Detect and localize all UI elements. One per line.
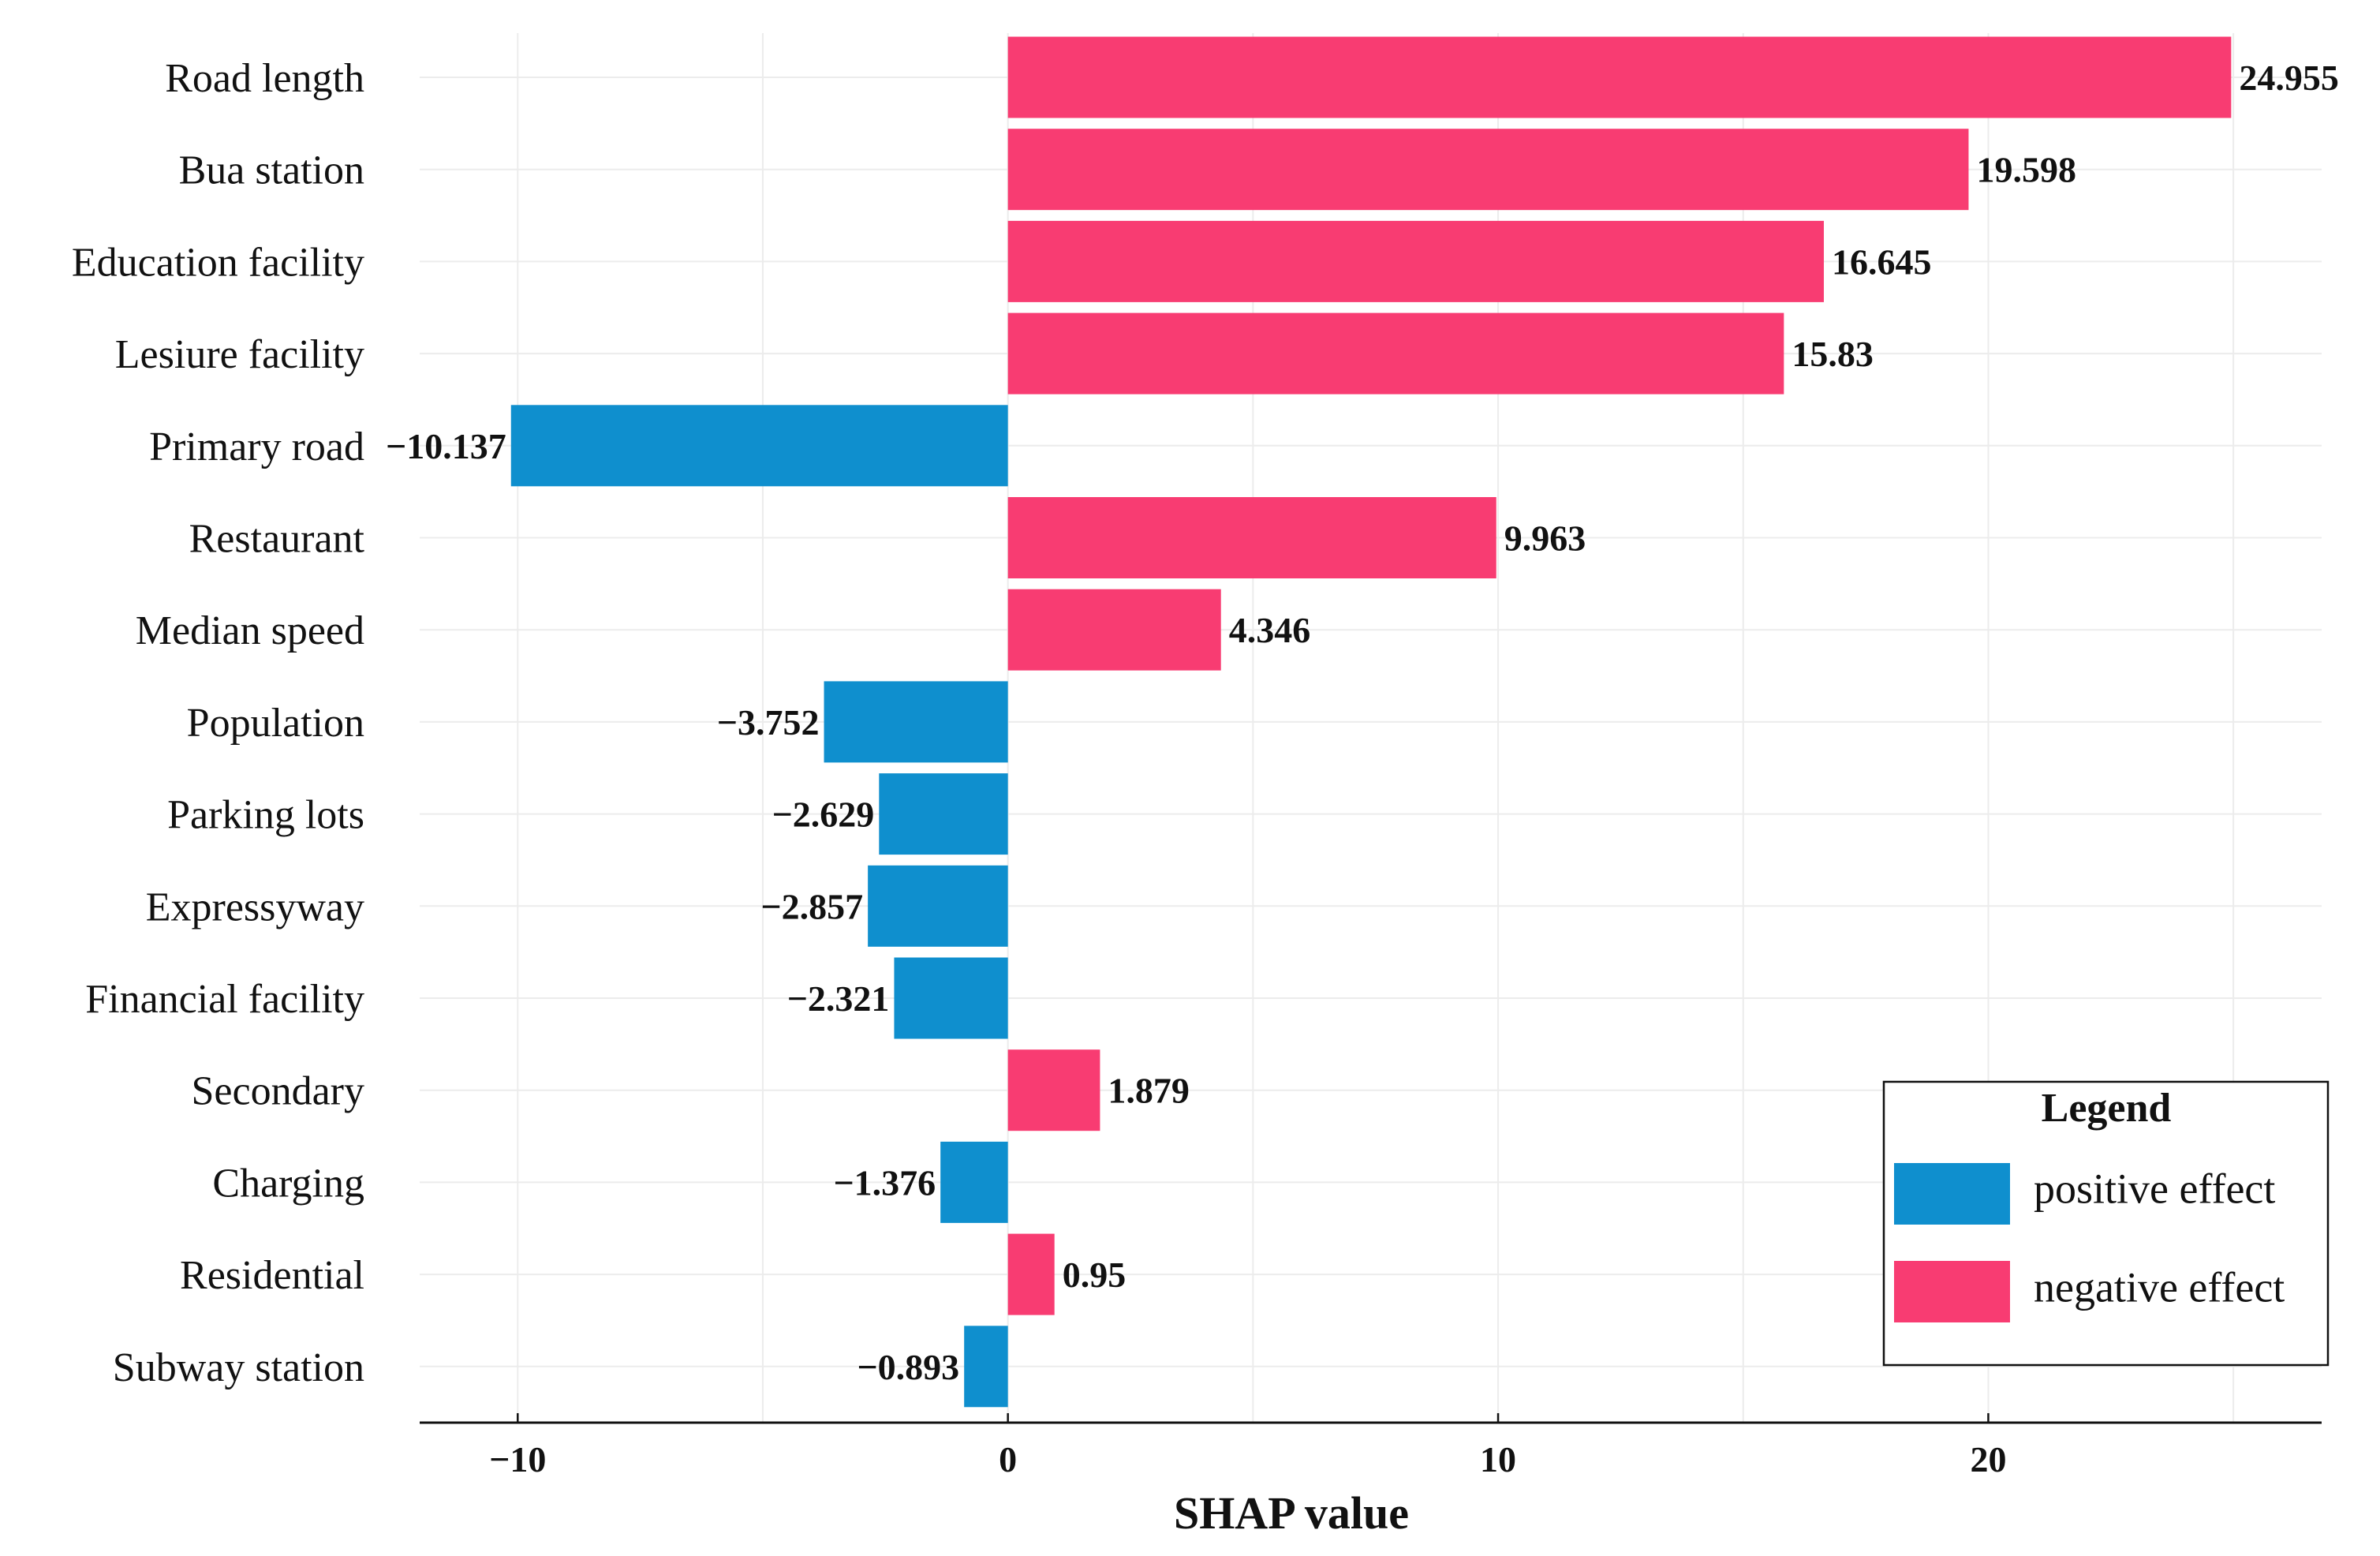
bar-layer: 24.955 19.598 16.645 15.83 −10.137 9.963 4.346… bbox=[386, 36, 2339, 1408]
x-axis-title: SHAP value bbox=[1174, 1487, 1409, 1539]
bar-13 bbox=[1007, 1233, 1055, 1315]
legend-title: Legend bbox=[2042, 1086, 2172, 1131]
x-axis: −10 0 10 20 bbox=[420, 1413, 2322, 1479]
legend-swatch-positive bbox=[1894, 1163, 2010, 1225]
x-tick-label: 0 bbox=[999, 1439, 1017, 1479]
bar-value-label: 16.645 bbox=[1832, 241, 1932, 282]
bar-10 bbox=[894, 957, 1008, 1039]
category-label: Residential bbox=[180, 1253, 364, 1298]
bar-7 bbox=[824, 681, 1008, 763]
category-label: Lesiure facility bbox=[115, 332, 364, 377]
x-tick-label: 20 bbox=[1970, 1439, 2006, 1479]
bar-value-label: 4.346 bbox=[1229, 610, 1311, 650]
bar-value-label: 24.955 bbox=[2239, 58, 2339, 98]
category-label: Financial facility bbox=[85, 977, 364, 1022]
bar-value-label: 19.598 bbox=[1976, 150, 2076, 190]
x-tick-label: 10 bbox=[1480, 1439, 1516, 1479]
category-label: Education facility bbox=[72, 240, 364, 285]
category-label: Median speed bbox=[136, 608, 364, 653]
bar-value-label: 15.83 bbox=[1792, 334, 1874, 374]
category-label: Charging bbox=[212, 1161, 364, 1206]
category-label: Subway station bbox=[113, 1345, 364, 1390]
bar-value-label: 9.963 bbox=[1504, 518, 1586, 559]
bar-value-label: −10.137 bbox=[386, 426, 506, 466]
category-label: Restaurant bbox=[189, 517, 365, 562]
category-label: Secondary bbox=[192, 1069, 364, 1114]
bar-3 bbox=[1007, 312, 1784, 395]
category-label: Primary road bbox=[149, 425, 364, 469]
bar-14 bbox=[964, 1326, 1008, 1408]
bar-value-label: 1.879 bbox=[1108, 1071, 1190, 1111]
legend-swatch-negative bbox=[1894, 1261, 2010, 1322]
category-label: Population bbox=[187, 701, 364, 746]
category-label: Road length bbox=[165, 56, 364, 101]
bar-2 bbox=[1007, 220, 1824, 302]
bar-0 bbox=[1007, 36, 2232, 118]
bar-5 bbox=[1007, 497, 1496, 578]
category-label: Parking lots bbox=[167, 793, 364, 838]
bar-value-label: −2.321 bbox=[787, 978, 890, 1019]
bar-value-label: −2.629 bbox=[772, 795, 875, 835]
bar-1 bbox=[1007, 129, 1969, 211]
bar-value-label: 0.95 bbox=[1063, 1255, 1126, 1295]
bar-12 bbox=[940, 1141, 1008, 1223]
legend-label-positive: positive effect bbox=[2034, 1165, 2275, 1212]
bar-8 bbox=[879, 773, 1008, 855]
legend-label-negative: negative effect bbox=[2034, 1263, 2285, 1311]
bar-4 bbox=[510, 405, 1008, 487]
bar-value-label: −1.376 bbox=[833, 1162, 936, 1203]
bar-11 bbox=[1007, 1049, 1100, 1131]
x-tick-label: −10 bbox=[489, 1439, 546, 1479]
bar-6 bbox=[1007, 589, 1221, 671]
category-labels: Road length Bua station Education facility… bbox=[72, 56, 365, 1390]
bar-9 bbox=[868, 865, 1008, 947]
category-label: Expressyway bbox=[146, 885, 364, 929]
bar-value-label: −0.893 bbox=[857, 1347, 959, 1387]
bar-value-label: −2.857 bbox=[760, 886, 863, 926]
legend: Legend positive effect negative effect bbox=[1882, 1080, 2330, 1367]
bar-value-label: −3.752 bbox=[717, 702, 820, 742]
category-label: Bua station bbox=[179, 148, 364, 193]
